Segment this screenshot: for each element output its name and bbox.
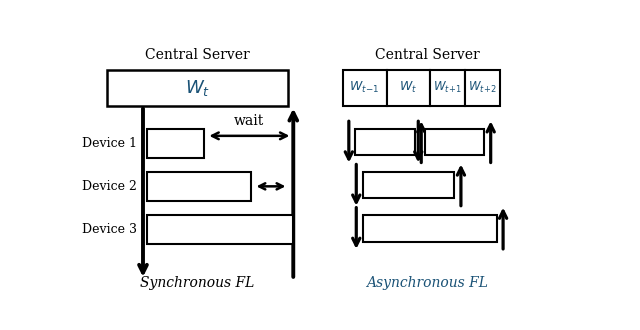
- Text: Synchronous FL: Synchronous FL: [140, 276, 255, 290]
- Text: Device 3: Device 3: [83, 223, 138, 236]
- Bar: [363, 215, 497, 242]
- Bar: [387, 70, 430, 106]
- Text: $\mathit{W}_t$: $\mathit{W}_t$: [399, 80, 417, 95]
- Bar: [425, 129, 484, 155]
- Text: Device 1: Device 1: [83, 137, 138, 149]
- Text: $\mathit{W}_{t\!-\!1}$: $\mathit{W}_{t\!-\!1}$: [349, 80, 380, 95]
- Text: Central Server: Central Server: [375, 49, 479, 62]
- Text: Central Server: Central Server: [145, 49, 250, 62]
- Bar: [430, 70, 465, 106]
- Text: $\mathit{W}_{t\!+\!2}$: $\mathit{W}_{t\!+\!2}$: [468, 80, 497, 95]
- Bar: [108, 70, 288, 106]
- Text: wait: wait: [234, 114, 264, 128]
- Bar: [465, 70, 500, 106]
- Text: $\mathit{W}_t$: $\mathit{W}_t$: [185, 78, 211, 98]
- Text: $\mathit{W}_{t\!+\!1}$: $\mathit{W}_{t\!+\!1}$: [433, 80, 462, 95]
- Bar: [343, 70, 387, 106]
- Bar: [147, 129, 204, 158]
- Text: Device 2: Device 2: [83, 180, 138, 193]
- Bar: [147, 215, 293, 244]
- Bar: [355, 129, 415, 155]
- Text: Asynchronous FL: Asynchronous FL: [366, 276, 488, 290]
- Bar: [147, 172, 251, 201]
- Bar: [363, 172, 454, 198]
